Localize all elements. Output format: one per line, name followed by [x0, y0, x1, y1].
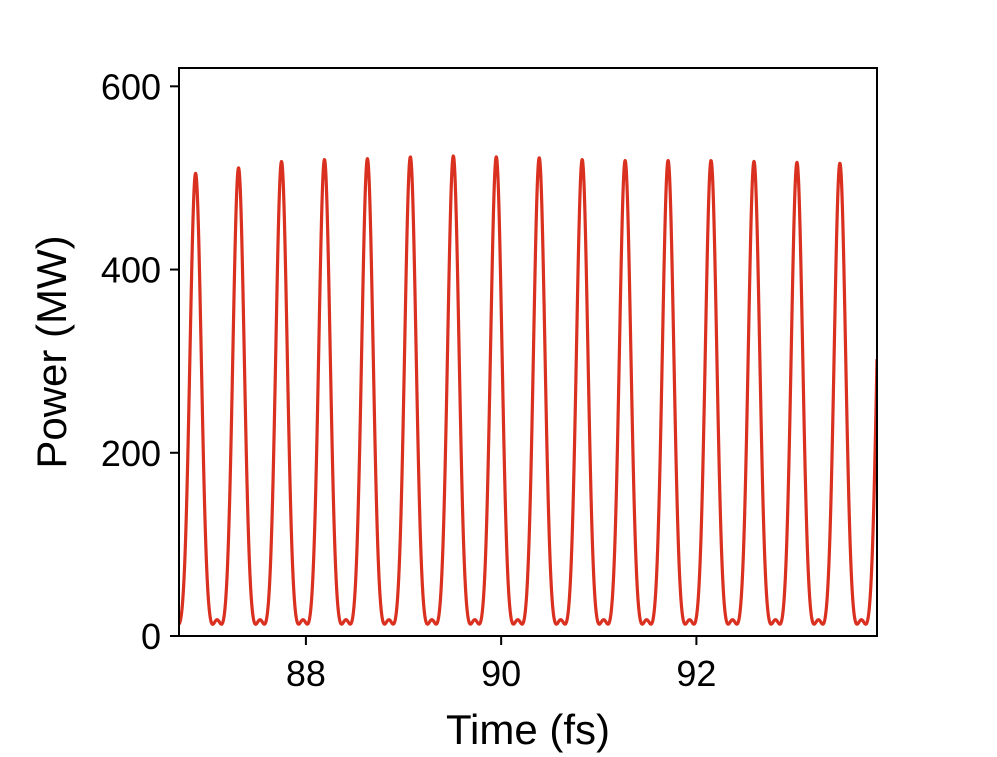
y-axis-ticks: 0 200 400 600: [101, 66, 179, 657]
axes-frame: [178, 67, 878, 637]
y-tick-label: 200: [101, 433, 161, 474]
plot-area: [179, 154, 877, 626]
power-series-line: [179, 154, 877, 626]
y-tick-label: 600: [101, 66, 161, 107]
x-tick-label: 88: [286, 653, 326, 694]
y-tick-label: 400: [101, 250, 161, 291]
x-tick-label: 90: [481, 653, 521, 694]
x-axis-label: Time (fs): [446, 706, 610, 753]
y-tick-label: 0: [141, 616, 161, 657]
y-axis-label: Power (MW): [28, 235, 75, 468]
x-tick-label: 92: [676, 653, 716, 694]
x-axis-ticks: 88 90 92: [286, 636, 716, 694]
